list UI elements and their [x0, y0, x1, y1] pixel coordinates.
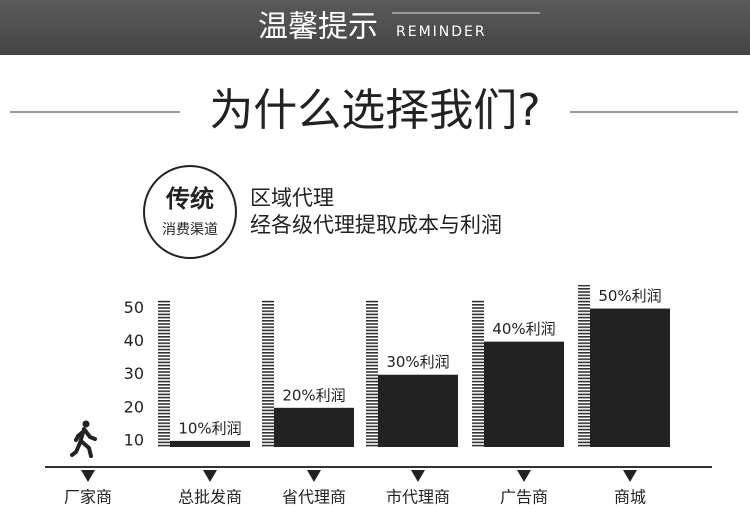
- intro-line: 区域代理: [250, 186, 334, 210]
- bar: [274, 407, 354, 447]
- ruler: [366, 300, 378, 447]
- y-tick-label: 50: [124, 298, 144, 317]
- header-title: 温馨提示: [258, 10, 378, 45]
- value-label: 10%利润: [178, 419, 241, 437]
- x-tick-label: 市代理商: [386, 488, 450, 507]
- intro-line: 经各级代理提取成本与利润: [250, 213, 502, 237]
- badge-title: 传统: [165, 185, 214, 213]
- value-label: 40%利润: [492, 320, 555, 338]
- bar: [590, 308, 670, 447]
- bar: [378, 374, 458, 447]
- x-tick-label: 广告商: [500, 488, 548, 507]
- heading: 为什么选择我们?: [209, 85, 540, 136]
- y-tick-label: 10: [124, 430, 144, 449]
- header-bar: [0, 0, 750, 55]
- axis-marker: [307, 470, 321, 482]
- x-tick-label: 商城: [614, 488, 646, 507]
- axis-marker: [411, 470, 425, 482]
- badge: [143, 165, 237, 259]
- walker-icon: [70, 420, 97, 458]
- y-tick-label: 30: [124, 364, 144, 383]
- y-tick-label: 20: [124, 397, 144, 416]
- axis-marker: [81, 470, 95, 482]
- x-tick-label: 总批发商: [178, 488, 242, 507]
- header-subtitle: REMINDER: [396, 24, 487, 40]
- x-tick-label: 厂家商: [64, 488, 112, 507]
- y-tick-label: 40: [124, 331, 144, 350]
- x-tick-label: 省代理商: [282, 488, 346, 507]
- bar: [484, 341, 564, 447]
- badge-subtitle: 消费渠道: [162, 222, 218, 238]
- axis-marker: [623, 470, 637, 482]
- ruler: [578, 285, 590, 447]
- ruler: [158, 300, 170, 447]
- value-label: 50%利润: [598, 287, 661, 305]
- value-label: 30%利润: [386, 353, 449, 371]
- ruler: [472, 300, 484, 447]
- axis-marker: [203, 470, 217, 482]
- value-label: 20%利润: [282, 386, 345, 404]
- ruler: [262, 300, 274, 447]
- axis-marker: [517, 470, 531, 482]
- bar: [170, 440, 250, 447]
